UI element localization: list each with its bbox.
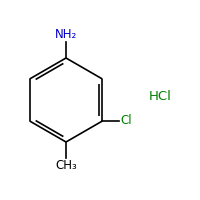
Text: Cl: Cl bbox=[120, 114, 132, 128]
Text: CH₃: CH₃ bbox=[55, 159, 77, 172]
Text: NH₂: NH₂ bbox=[55, 28, 77, 41]
Text: HCl: HCl bbox=[149, 90, 171, 102]
